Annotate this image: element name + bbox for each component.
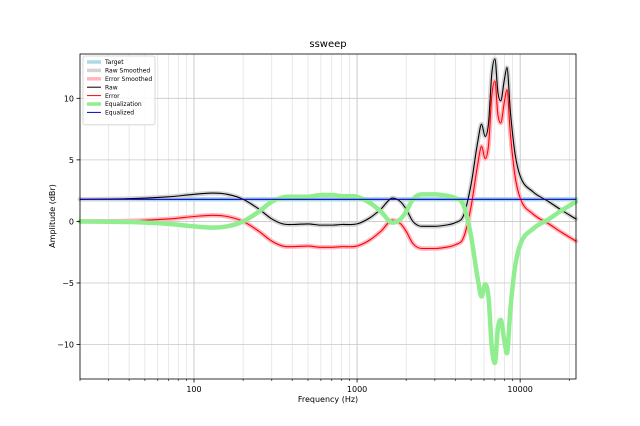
legend-box [82,55,156,126]
x-tick-label: 10000 [507,385,532,394]
y-tick-label: 10 [64,94,74,103]
x-axis-ticks: 100 1000 10000 [79,379,570,394]
legend-label: Error Smoothed [105,76,152,83]
chart-title: ssweep [309,39,346,50]
legend-label: Target [104,59,124,66]
plot-frame [79,53,577,380]
series-equalization-line [77,192,579,366]
legend-label: Equalized [105,110,134,117]
series-error-line [79,80,577,250]
legend-label: Error [105,93,120,100]
y-axis-title: Amplitude (dBr) [48,184,57,248]
series-raw-line [79,58,577,227]
x-tick-label: 1000 [347,385,367,394]
y-tick-label: −10 [57,341,74,350]
legend-label: Equalization [105,101,142,108]
series-lines [77,56,579,366]
y-tick-label: 0 [69,217,74,226]
y-axis-ticks: −10 −5 0 5 10 [57,94,80,350]
x-axis-title: Frequency (Hz) [298,395,358,404]
y-tick-label: −5 [62,279,74,288]
legend-label: Raw Smoothed [105,68,150,75]
legend-label: Raw [105,84,118,91]
y-tick-label: 5 [69,156,74,165]
x-tick-label: 100 [186,385,201,394]
